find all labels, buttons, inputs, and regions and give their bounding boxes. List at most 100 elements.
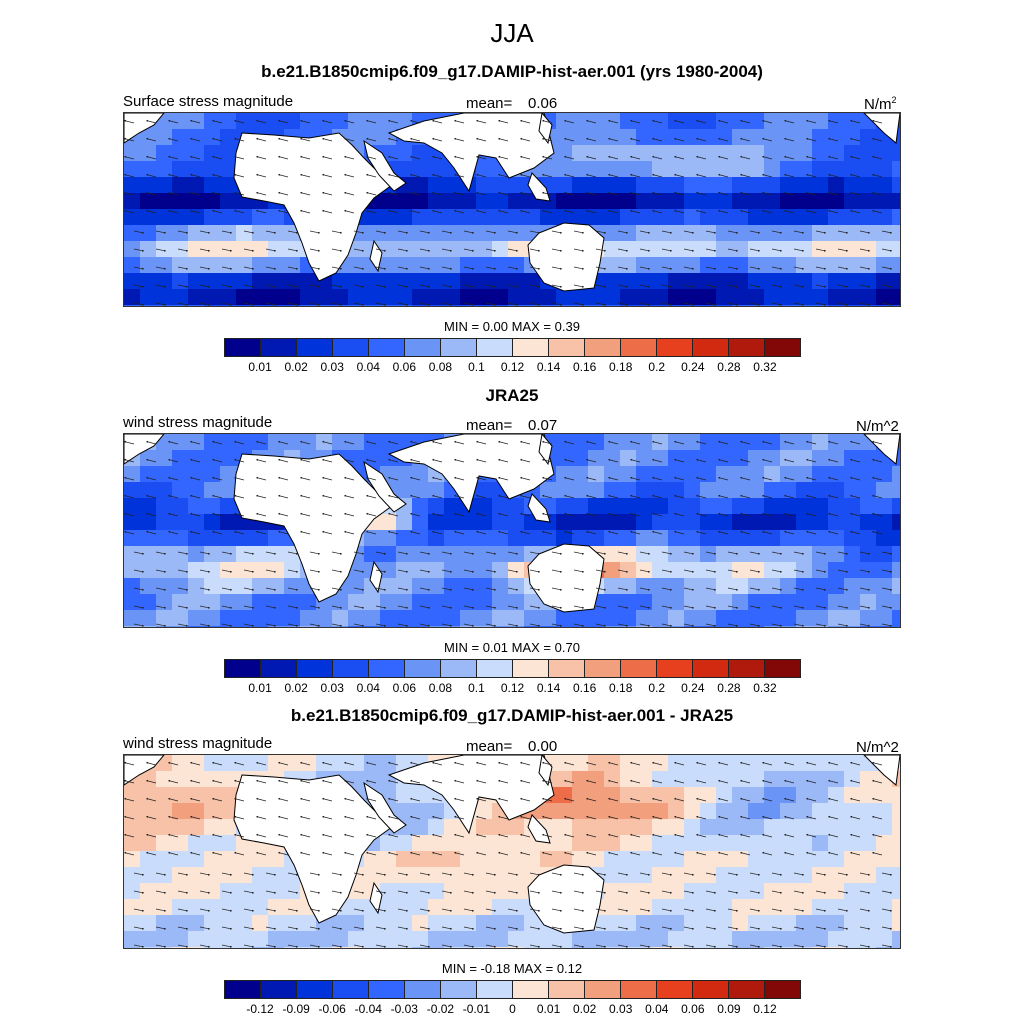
colorbar-swatch — [297, 981, 333, 998]
coastline — [538, 755, 553, 787]
colorbar-tick-label: 0.2 — [648, 681, 666, 695]
colorbar-tick-label: 0 — [509, 1002, 516, 1016]
colorbar-swatch — [369, 339, 405, 356]
colorbar-swatch — [549, 981, 585, 998]
panel-3-map — [123, 754, 901, 949]
coastline — [538, 113, 553, 145]
colorbar-tick-label: 0.12 — [500, 360, 525, 374]
colorbar-tick-label: 0.09 — [717, 1002, 741, 1016]
colorbar-swatch — [657, 660, 693, 677]
coastline — [527, 814, 551, 844]
colorbar-tick-label: 0.06 — [392, 360, 416, 374]
colorbar-tick-label: -0.09 — [282, 1002, 310, 1016]
coastline — [233, 453, 393, 603]
colorbar-tick-label: 0.32 — [753, 360, 777, 374]
colorbar-swatch — [765, 660, 800, 677]
colorbar-swatch — [333, 981, 369, 998]
panel-2-colorbar — [224, 659, 801, 678]
coastline — [387, 755, 555, 835]
panel-2-mean-label: mean= — [466, 417, 513, 434]
colorbar-swatch — [765, 981, 800, 998]
panel-2-map-canvas — [124, 434, 900, 627]
colorbar-swatch — [441, 660, 477, 677]
colorbar-swatch — [225, 339, 261, 356]
panel-2-mean-value: 0.07 — [528, 417, 558, 434]
panel-3-units: N/m^2 — [856, 739, 899, 756]
coastline — [387, 434, 555, 514]
colorbar-swatch — [585, 660, 621, 677]
colorbar-tick-label: 0.01 — [536, 1002, 561, 1016]
colorbar-tick-label: 0.04 — [356, 681, 380, 695]
colorbar-tick-label: 0.14 — [536, 360, 561, 374]
panel-2-colorbar-ticks: 0.01 0.02 0.03 0.04 0.06 0.08 0.1 0.12 0.14 0.16 0… — [224, 681, 801, 695]
colorbar-tick-label: 0.2 — [648, 360, 666, 374]
coastline — [363, 460, 407, 513]
colorbar-tick-label: 0.18 — [609, 360, 633, 374]
colorbar-swatch — [405, 660, 441, 677]
panel-1-mean-label: mean= — [466, 95, 513, 112]
colorbar-tick-label: 0.24 — [681, 681, 705, 695]
colorbar-swatch — [369, 660, 405, 677]
coastline — [527, 172, 551, 202]
colorbar-tick-label: 0.28 — [717, 360, 741, 374]
colorbar-tick-label: 0.02 — [284, 681, 308, 695]
colorbar-swatch — [729, 981, 765, 998]
colorbar-swatch — [513, 660, 549, 677]
coastline — [363, 781, 407, 834]
colorbar-swatch — [513, 339, 549, 356]
colorbar-tick-label: 0.1 — [468, 681, 485, 695]
coastline — [369, 881, 383, 915]
colorbar-swatch — [657, 981, 693, 998]
panel-2-minmax: MIN = 0.01 MAX = 0.70 — [444, 640, 580, 655]
colorbar-swatch — [513, 981, 549, 998]
colorbar-tick-label: 0.28 — [717, 681, 741, 695]
colorbar-swatch — [261, 339, 297, 356]
colorbar-swatch — [585, 339, 621, 356]
coastline — [527, 493, 551, 523]
panel-3-colorbar — [224, 980, 801, 999]
colorbar-tick-label: 0.16 — [572, 681, 597, 695]
coastline — [233, 774, 393, 924]
colorbar-tick-label: 0.04 — [645, 1002, 669, 1016]
panel-1-variable-label: Surface stress magnitude — [123, 93, 294, 110]
colorbar-swatch — [693, 339, 729, 356]
panel-2-map — [123, 433, 901, 628]
colorbar-swatch — [657, 339, 693, 356]
colorbar-swatch — [621, 981, 657, 998]
coastline — [124, 755, 165, 786]
colorbar-tick-label: -0.12 — [246, 1002, 274, 1016]
colorbar-tick-label: 0.08 — [428, 681, 453, 695]
colorbar-swatch — [549, 339, 585, 356]
colorbar-tick-label: 0.02 — [284, 360, 308, 374]
colorbar-tick-label: 0.06 — [681, 1002, 705, 1016]
colorbar-swatch — [477, 660, 513, 677]
coastline — [527, 864, 605, 934]
colorbar-swatch — [225, 981, 261, 998]
colorbar-swatch — [333, 660, 369, 677]
colorbar-tick-label: 0.1 — [468, 360, 485, 374]
coastline — [369, 560, 383, 594]
panel-2-units: N/m^2 — [856, 418, 899, 435]
panel-1-map-canvas — [124, 113, 900, 306]
colorbar-tick-label: 0.03 — [609, 1002, 633, 1016]
colorbar-tick-label: 0.24 — [681, 360, 705, 374]
colorbar-swatch — [405, 339, 441, 356]
colorbar-swatch — [765, 339, 800, 356]
panel-3-mean-value: 0.00 — [528, 738, 558, 755]
colorbar-swatch — [333, 339, 369, 356]
panel-3-mean-label: mean= — [466, 738, 513, 755]
panel-1-map — [123, 112, 901, 307]
colorbar-tick-label: 0.03 — [320, 360, 344, 374]
colorbar-swatch — [261, 660, 297, 677]
colorbar-swatch — [729, 660, 765, 677]
colorbar-tick-label: 0.12 — [500, 681, 525, 695]
colorbar-swatch — [225, 660, 261, 677]
colorbar-tick-label: -0.03 — [390, 1002, 418, 1016]
panel-3-title: b.e21.B1850cmip6.f09_g17.DAMIP-hist-aer.… — [290, 706, 734, 725]
colorbar-swatch — [693, 660, 729, 677]
panel-1-colorbar-ticks: 0.01 0.02 0.03 0.04 0.06 0.08 0.1 0.12 0.14 0.16 0… — [224, 360, 801, 374]
colorbar-tick-label: -0.01 — [462, 1002, 491, 1016]
colorbar-swatch — [441, 981, 477, 998]
colorbar-tick-label: 0.02 — [572, 1002, 597, 1016]
colorbar-tick-label: 0.01 — [248, 681, 272, 695]
